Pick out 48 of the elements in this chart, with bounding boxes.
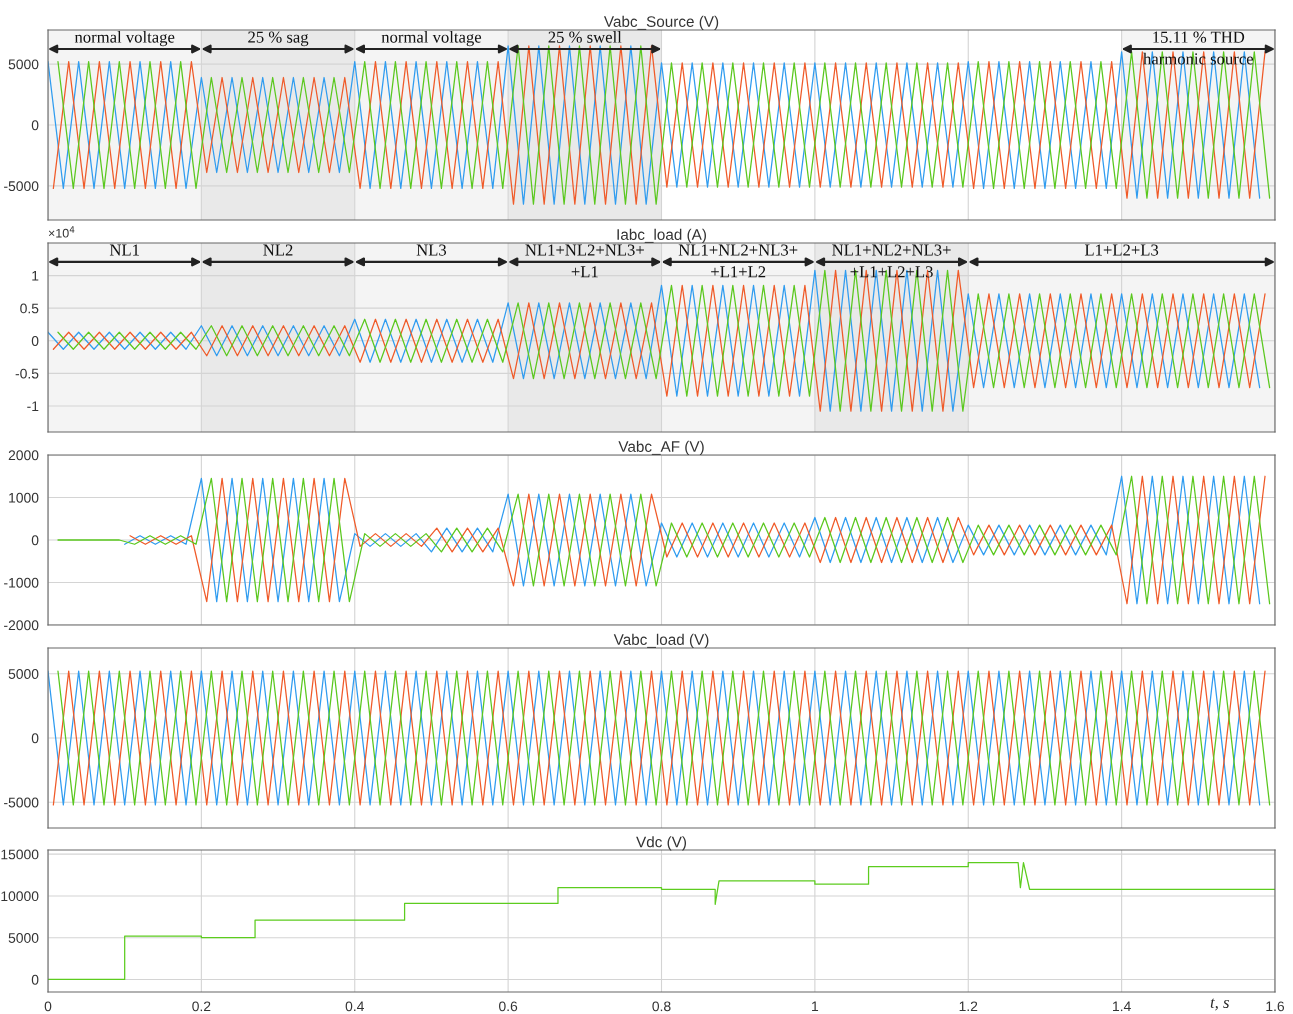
y-tick-label: 15000 [1, 849, 39, 860]
band-label: normal voltage [74, 30, 175, 47]
band-label: 25 % sag [248, 31, 309, 47]
y-tick-label: 0 [31, 120, 39, 131]
band-label: L1+L2+L3 [1084, 244, 1159, 256]
y-tick-label: 0 [31, 336, 39, 346]
chart-title: Vabc_Source (V) [603, 15, 719, 30]
text: ×10$^{4}$ [48, 226, 75, 238]
x-tick-label: 1.6 [1266, 1001, 1285, 1012]
y-tick-label: 0 [31, 535, 39, 546]
chart-title: Iabc_load (A) [617, 228, 706, 243]
band-label: NL1 [109, 244, 139, 256]
y-tick-label: 5000 [8, 669, 39, 679]
x-tick-label: 1.2 [959, 1001, 978, 1012]
y-tick-label: -5000 [4, 797, 39, 808]
band-label: 25 % swell [548, 31, 622, 43]
x-tick-label: 0 [44, 1001, 52, 1012]
chart-title: Vabc_load (V) [613, 633, 709, 648]
y-tick-label: 0.5 [20, 303, 39, 314]
x-tick-label: 0.4 [345, 1001, 364, 1012]
chart-title: Vabc_AF (V) [618, 440, 704, 455]
band-label: NL1+NL2+NL3+ +L1 [525, 244, 644, 278]
x-tick-label: 0.8 [652, 1001, 671, 1012]
y-tick-label: -0.5 [15, 368, 39, 379]
y-tick-label: -1 [27, 401, 39, 411]
y-tick-label: -1000 [4, 577, 39, 588]
x-tick-label: 0.6 [499, 1001, 518, 1012]
y-tick-label: 1000 [9, 492, 39, 503]
line-series [48, 861, 1275, 981]
y-tick-label: -2000 [4, 620, 39, 631]
x-axis-title: t, s [1210, 998, 1230, 1011]
y-tick-label: 0 [31, 733, 39, 744]
band-label: normal voltage [381, 30, 482, 47]
y-tick-label: 0 [31, 974, 39, 985]
x-tick-label: 0.2 [192, 1001, 211, 1012]
band-label: NL2 [263, 244, 293, 256]
y-tick-label: 10000 [1, 891, 39, 902]
band-label: NL1+NL2+NL3+ +L1+L2 [678, 244, 798, 278]
band-label: NL1+NL2+NL3+ +L1+L2+L3 [832, 244, 951, 278]
y-tick-label: 2000 [8, 450, 39, 461]
y-tick-label: 5000 [8, 933, 39, 943]
y-tick-label: 1 [32, 271, 39, 281]
x-tick-label: 1.4 [1113, 1001, 1131, 1012]
band-label: NL3 [416, 244, 447, 256]
y-tick-label: -5000 [4, 181, 39, 192]
x-tick-label: 1 [812, 1001, 819, 1012]
y-tick-label: 5000 [8, 59, 39, 70]
chart-title: Vdc (V) [636, 836, 687, 851]
